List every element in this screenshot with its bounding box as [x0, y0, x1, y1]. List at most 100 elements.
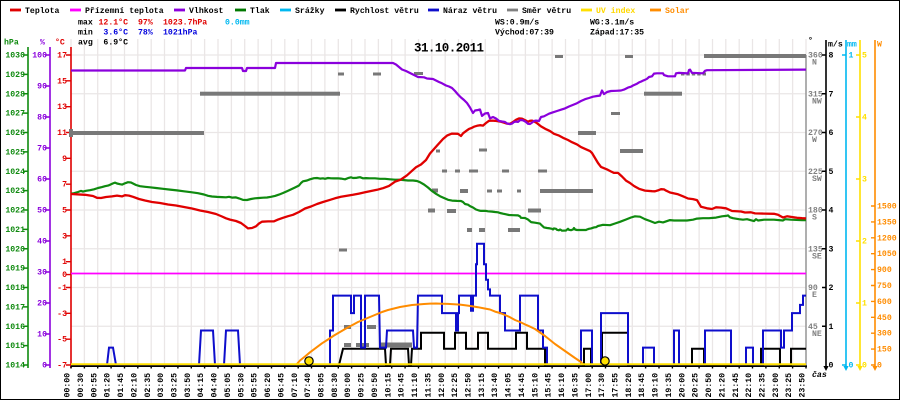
svg-text:3.6°C: 3.6°C — [103, 29, 128, 38]
svg-text:4: 4 — [862, 114, 867, 123]
svg-text:0: 0 — [829, 362, 834, 371]
svg-text:0: 0 — [862, 362, 867, 371]
svg-text:1025: 1025 — [5, 148, 25, 157]
svg-text:°C: °C — [55, 39, 65, 48]
svg-text:60: 60 — [37, 176, 47, 185]
svg-text:1500: 1500 — [877, 203, 897, 212]
svg-text:Rychlost větru: Rychlost větru — [350, 6, 419, 16]
svg-text:12.1°C: 12.1°C — [99, 19, 129, 28]
svg-text:10:15: 10:15 — [384, 373, 393, 398]
svg-text:15: 15 — [57, 77, 67, 86]
svg-text:16:10: 16:10 — [558, 373, 567, 398]
svg-text:Západ:17:35: Západ:17:35 — [590, 28, 644, 38]
svg-text:12:00: 12:00 — [438, 373, 447, 398]
svg-text:1017: 1017 — [5, 303, 25, 312]
svg-text:01:45: 01:45 — [117, 373, 126, 398]
svg-text:1: 1 — [62, 258, 67, 267]
svg-text:23:50: 23:50 — [799, 373, 808, 398]
svg-text:1029: 1029 — [5, 71, 25, 80]
svg-text:12:50: 12:50 — [465, 373, 474, 398]
svg-text:07:10: 07:10 — [291, 373, 300, 398]
svg-text:1200: 1200 — [877, 234, 897, 243]
svg-text:50: 50 — [37, 207, 47, 216]
svg-text:Náraz větru: Náraz větru — [443, 6, 497, 16]
svg-text:1022: 1022 — [5, 207, 25, 216]
svg-text:13:40: 13:40 — [491, 373, 500, 398]
svg-text:600: 600 — [877, 298, 892, 307]
svg-text:2: 2 — [829, 284, 834, 293]
svg-text:270: 270 — [808, 129, 823, 138]
svg-text:20: 20 — [37, 300, 47, 309]
svg-text:1015: 1015 — [5, 342, 25, 351]
svg-text:09:25: 09:25 — [358, 373, 367, 398]
svg-text:80: 80 — [37, 114, 47, 123]
svg-text:UV index: UV index — [596, 6, 635, 16]
svg-text:03:50: 03:50 — [184, 373, 193, 398]
svg-text:-5: -5 — [57, 336, 67, 345]
svg-text:N: N — [812, 59, 817, 68]
svg-text:1: 1 — [849, 52, 854, 61]
svg-text:21:45: 21:45 — [732, 373, 741, 398]
svg-text:40: 40 — [37, 238, 47, 247]
svg-text:1030: 1030 — [5, 52, 25, 61]
svg-text:-3: -3 — [57, 310, 67, 319]
svg-text:97%: 97% — [138, 19, 153, 28]
svg-text:17:00: 17:00 — [585, 373, 594, 398]
svg-text:Solar: Solar — [665, 6, 690, 16]
svg-text:14:45: 14:45 — [518, 373, 527, 398]
svg-text:max: max — [78, 19, 93, 28]
svg-text:1019: 1019 — [5, 265, 25, 274]
svg-text:09:00: 09:00 — [344, 373, 353, 398]
svg-text:W: W — [812, 136, 817, 145]
svg-text:300: 300 — [877, 330, 892, 339]
svg-text:6.9°C: 6.9°C — [103, 39, 128, 48]
svg-text:17:55: 17:55 — [612, 373, 621, 398]
svg-text:17:30: 17:30 — [598, 373, 607, 398]
svg-text:23:00: 23:00 — [772, 373, 781, 398]
svg-text:23:25: 23:25 — [785, 373, 794, 398]
svg-text:min: min — [78, 28, 93, 38]
svg-text:1014: 1014 — [5, 362, 25, 371]
svg-text:15:45: 15:45 — [545, 373, 554, 398]
svg-text:225: 225 — [808, 168, 823, 177]
svg-text:-1: -1 — [57, 284, 67, 293]
svg-text:°: ° — [808, 37, 813, 46]
svg-text:SE: SE — [812, 252, 822, 261]
svg-text:-7: -7 — [57, 362, 67, 371]
svg-text:78%: 78% — [138, 29, 153, 38]
svg-text:00:55: 00:55 — [90, 373, 99, 398]
svg-text:Teplota: Teplota — [25, 6, 59, 16]
svg-text:10: 10 — [37, 331, 47, 340]
svg-text:WG:3.1m/s: WG:3.1m/s — [590, 18, 634, 28]
svg-text:19:35: 19:35 — [665, 373, 674, 398]
svg-text:9: 9 — [62, 155, 67, 164]
svg-text:m/s: m/s — [828, 40, 843, 50]
svg-text:03:00: 03:00 — [157, 373, 166, 398]
svg-text:0: 0 — [849, 362, 854, 371]
svg-text:1050: 1050 — [877, 250, 897, 259]
svg-text:7: 7 — [62, 181, 67, 190]
svg-text:Přízemní teplota: Přízemní teplota — [85, 6, 164, 16]
svg-text:15:10: 15:10 — [531, 373, 540, 398]
svg-text:09:50: 09:50 — [371, 373, 380, 398]
svg-text:NE: NE — [812, 330, 822, 339]
svg-text:3: 3 — [862, 176, 867, 185]
svg-text:11:35: 11:35 — [424, 373, 433, 398]
svg-text:00:00: 00:00 — [64, 373, 73, 398]
svg-text:1: 1 — [829, 323, 834, 332]
svg-text:150: 150 — [877, 346, 892, 355]
svg-text:04:15: 04:15 — [197, 373, 206, 398]
svg-text:1026: 1026 — [5, 129, 25, 138]
svg-text:Východ:07:39: Východ:07:39 — [495, 28, 554, 38]
svg-text:1018: 1018 — [5, 284, 25, 293]
svg-text:14:05: 14:05 — [505, 373, 514, 398]
svg-text:22:35: 22:35 — [759, 373, 768, 398]
svg-text:450: 450 — [877, 314, 892, 323]
svg-text:05:30: 05:30 — [237, 373, 246, 398]
svg-text:100: 100 — [32, 52, 47, 61]
svg-text:900: 900 — [877, 266, 892, 275]
svg-text:1021: 1021 — [5, 226, 25, 235]
svg-text:Směr větru: Směr větru — [522, 6, 571, 16]
svg-text:70: 70 — [37, 145, 47, 154]
svg-text:360: 360 — [808, 52, 823, 61]
